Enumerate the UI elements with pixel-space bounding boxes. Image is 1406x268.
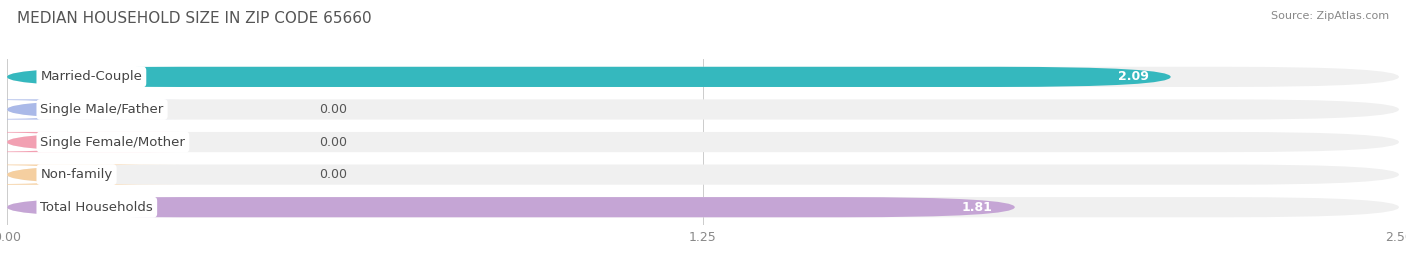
FancyBboxPatch shape	[0, 99, 180, 120]
FancyBboxPatch shape	[7, 132, 1399, 152]
Text: Single Female/Mother: Single Female/Mother	[41, 136, 186, 148]
FancyBboxPatch shape	[7, 67, 1399, 87]
FancyBboxPatch shape	[7, 197, 1399, 217]
FancyBboxPatch shape	[7, 197, 1015, 217]
Text: 1.81: 1.81	[962, 201, 993, 214]
Text: 2.09: 2.09	[1118, 70, 1149, 83]
Text: Married-Couple: Married-Couple	[41, 70, 142, 83]
FancyBboxPatch shape	[7, 67, 1171, 87]
FancyBboxPatch shape	[7, 99, 1399, 120]
Text: 0.00: 0.00	[319, 168, 347, 181]
FancyBboxPatch shape	[7, 165, 1399, 185]
Text: 0.00: 0.00	[319, 103, 347, 116]
Text: Total Households: Total Households	[41, 201, 153, 214]
Text: 0.00: 0.00	[319, 136, 347, 148]
Text: Source: ZipAtlas.com: Source: ZipAtlas.com	[1271, 11, 1389, 21]
Text: Non-family: Non-family	[41, 168, 112, 181]
FancyBboxPatch shape	[0, 165, 180, 185]
FancyBboxPatch shape	[0, 132, 180, 152]
Text: MEDIAN HOUSEHOLD SIZE IN ZIP CODE 65660: MEDIAN HOUSEHOLD SIZE IN ZIP CODE 65660	[17, 11, 371, 26]
Text: Single Male/Father: Single Male/Father	[41, 103, 163, 116]
